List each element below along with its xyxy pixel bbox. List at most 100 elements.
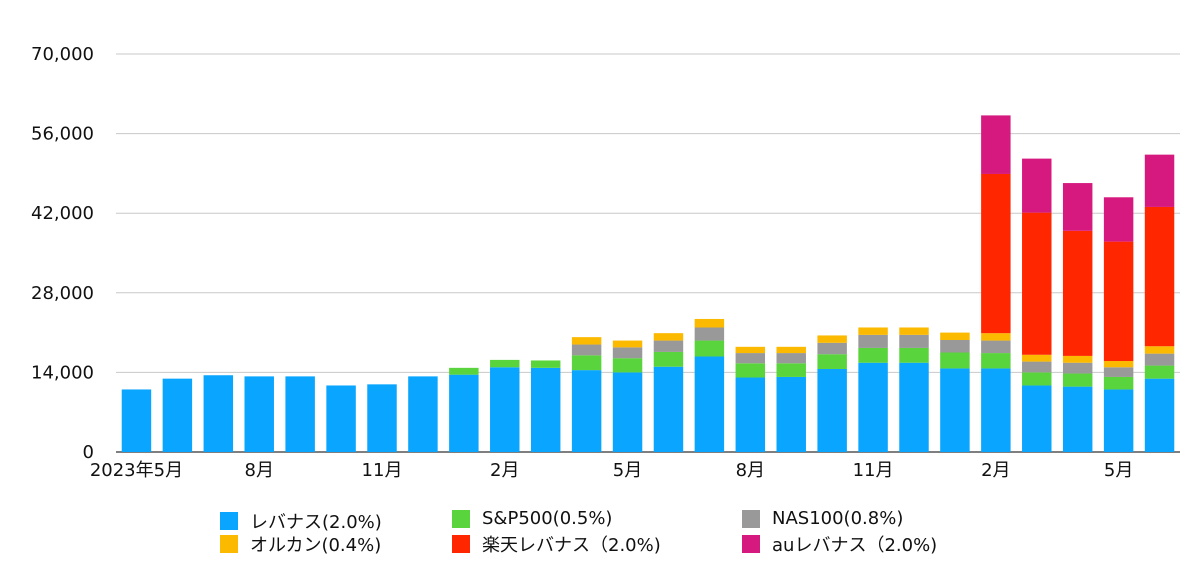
bar-segment <box>1022 212 1052 355</box>
bar-segment <box>735 363 766 378</box>
legend-item-levanas: レバナス(2.0%) <box>220 508 382 534</box>
bar-segment <box>653 366 684 452</box>
bar-segment <box>735 346 766 354</box>
bar-segment <box>326 385 356 452</box>
bar-segment <box>940 352 970 369</box>
bar-segment <box>899 327 929 335</box>
bar-segment <box>653 351 684 367</box>
bar-segment <box>817 354 847 369</box>
bar-segment <box>203 375 234 452</box>
bar-segment <box>817 335 847 343</box>
x-tick-label: 5月 <box>1104 460 1133 481</box>
bar-segment <box>776 353 806 364</box>
bar-segment <box>694 356 725 452</box>
legend-swatch <box>220 535 238 553</box>
bar-segment <box>1144 378 1175 452</box>
bar-segment <box>285 376 315 452</box>
bar-segment <box>776 376 806 452</box>
y-tick-label: 0 <box>83 442 94 463</box>
legend-label: NAS100(0.8%) <box>772 508 904 529</box>
bar-segment <box>858 334 888 348</box>
bar-segment <box>1062 355 1093 363</box>
x-tick-label: 8月 <box>736 460 765 481</box>
bar-segment <box>940 368 970 452</box>
x-tick-label: 11月 <box>362 460 403 481</box>
bar-segment <box>817 342 847 355</box>
bar-segment <box>858 347 888 363</box>
bar-segment <box>1022 361 1052 373</box>
legend-item-au-levanas: auレバナス（2.0%) <box>742 531 937 557</box>
bar-segment <box>1103 367 1134 377</box>
bar-segment <box>735 377 766 452</box>
bar-segment <box>1103 241 1134 362</box>
x-tick-label: 5月 <box>613 460 642 481</box>
legend-item-orukan: オルカン(0.4%) <box>220 531 381 557</box>
bar-segment <box>1022 372 1052 386</box>
gridlines <box>116 53 1180 453</box>
bar-segment <box>612 358 643 373</box>
bar-segment <box>899 334 929 348</box>
bar-segment <box>1103 376 1134 390</box>
bar-segment <box>449 374 479 452</box>
bar-segment <box>940 339 970 353</box>
bar-segment <box>571 337 602 345</box>
bar-segment <box>1144 206 1175 347</box>
legend-swatch <box>452 535 470 553</box>
bar-segment <box>735 353 766 364</box>
x-tick-label: 8月 <box>245 460 274 481</box>
y-tick-label: 42,000 <box>31 203 94 224</box>
legend-item-sp500: S&P500(0.5%) <box>452 508 612 529</box>
legend-item-nas100: NAS100(0.8%) <box>742 508 903 529</box>
bar-segment <box>1062 230 1093 356</box>
bar-segment <box>571 370 602 452</box>
bar-segment <box>899 362 929 452</box>
bar-segment <box>776 363 806 377</box>
bar-segment <box>449 367 479 375</box>
bar-segment <box>981 115 1011 174</box>
bar-segment <box>121 389 152 452</box>
x-axis: 2023年5月 8月 11月 2月 5月 8月 11月 2月 5月 <box>90 460 1134 481</box>
bar-segment <box>694 318 725 328</box>
bar-segment <box>244 376 274 452</box>
bar-segment <box>981 353 1011 369</box>
bar-segment <box>408 376 438 452</box>
bar-segment <box>1103 361 1134 368</box>
y-axis: 0 14,000 28,000 42,000 56,000 70,000 <box>31 44 94 463</box>
y-tick-label: 56,000 <box>31 124 94 145</box>
legend-label: レバナス(2.0%) <box>250 512 382 533</box>
legend-item-rakuten-levanas: 楽天レバナス（2.0%) <box>452 531 661 557</box>
legend-label: オルカン(0.4%) <box>250 535 382 556</box>
bar-segment <box>653 333 684 341</box>
y-tick-label: 28,000 <box>31 283 94 304</box>
bar-segment <box>612 372 643 452</box>
bar-segment <box>817 368 847 452</box>
bar-segment <box>612 347 643 359</box>
legend-label: S&P500(0.5%) <box>482 508 613 529</box>
legend-label: auレバナス（2.0%) <box>772 535 938 556</box>
bar-segment <box>1144 365 1175 379</box>
legend-label: 楽天レバナス（2.0%) <box>482 535 661 556</box>
legend-swatch <box>452 509 470 528</box>
bar-segment <box>981 333 1011 341</box>
bar-segment <box>367 384 397 452</box>
bar-segment <box>1062 183 1093 231</box>
bar-segment <box>858 362 888 452</box>
bar-segment <box>981 173 1011 334</box>
bar-segment <box>858 327 888 335</box>
bar-segment <box>981 340 1011 354</box>
bar-segment <box>530 360 561 368</box>
bar-segment <box>653 340 684 352</box>
bar-chart: 0 14,000 28,000 42,000 56,000 70,000 2023年5月 8… <box>31 44 1180 481</box>
y-tick-label: 70,000 <box>31 44 94 65</box>
bar-segment <box>1062 362 1093 374</box>
x-tick-label: 11月 <box>853 460 894 481</box>
bar-segment <box>1144 154 1175 207</box>
bar-segment <box>162 378 193 452</box>
bar-segment <box>1103 389 1134 452</box>
bar-segment <box>776 346 806 354</box>
bar-segment <box>1103 197 1134 242</box>
bar-segment <box>899 347 929 363</box>
bar-segment <box>1062 373 1093 387</box>
x-tick-label: 2023年5月 <box>90 460 183 481</box>
bar-segment <box>571 355 602 371</box>
